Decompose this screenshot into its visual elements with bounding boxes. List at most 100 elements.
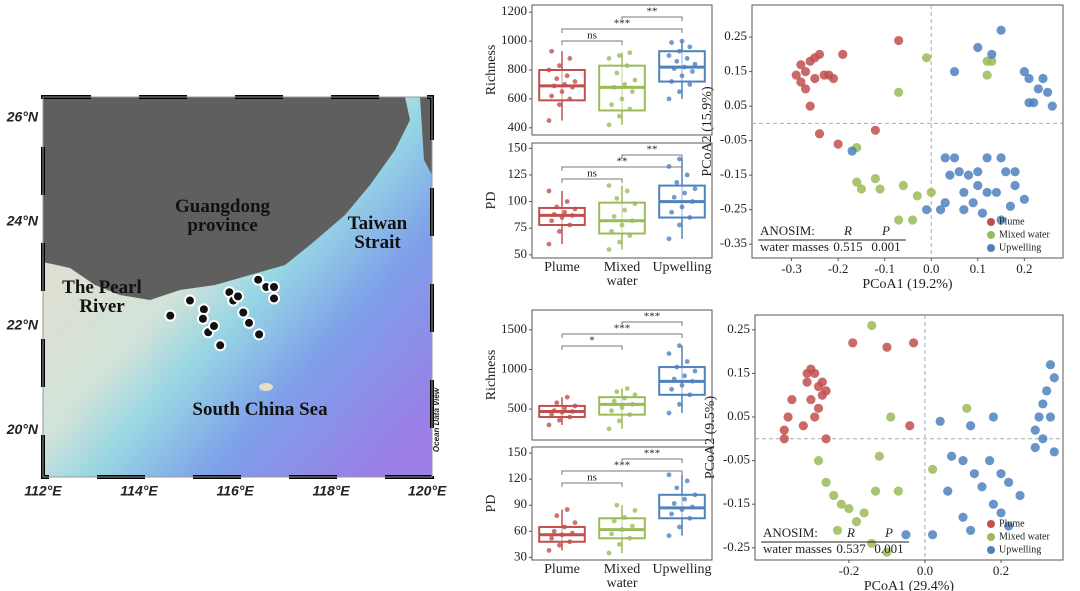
map-label-box: South China Sea [192, 400, 328, 420]
point [666, 410, 672, 416]
point [800, 84, 811, 94]
y-tick-label: 120 [508, 470, 528, 485]
point [1038, 434, 1048, 444]
point [666, 164, 672, 169]
point [671, 501, 677, 506]
point [674, 485, 680, 491]
point [966, 421, 976, 431]
point [847, 146, 857, 156]
point [973, 167, 983, 177]
y-tick-label: 1000 [501, 360, 527, 375]
point [632, 201, 638, 207]
anosim-value: 0.537 [836, 541, 866, 556]
point [674, 58, 680, 64]
anosim-column: R [846, 525, 855, 540]
point [669, 386, 674, 392]
point [570, 213, 575, 218]
reef [259, 383, 273, 391]
point [1004, 521, 1014, 531]
point [806, 394, 816, 405]
legend-label: Mixed water [999, 531, 1050, 542]
point [1010, 180, 1020, 191]
point [567, 414, 573, 420]
point [666, 472, 672, 478]
point [810, 73, 820, 84]
y-tick-label: 0.05 [727, 408, 750, 423]
y-tick-label: 26°N [6, 109, 39, 125]
point [687, 515, 693, 521]
point [679, 73, 685, 79]
point [1034, 412, 1044, 422]
point [570, 409, 575, 414]
anosim-row: water masses [760, 239, 829, 254]
point [554, 513, 560, 519]
bracket [561, 178, 623, 183]
point [787, 394, 797, 405]
legend-marker [987, 244, 995, 252]
map-label-box: Taiwan Strait [348, 214, 408, 252]
point [1030, 425, 1040, 435]
point [677, 401, 682, 407]
x-tick-label: Mixed water [603, 563, 641, 591]
point [682, 64, 687, 70]
x-tick-label: -0.1 [874, 261, 895, 276]
point [549, 535, 554, 541]
point [632, 392, 638, 398]
point [977, 208, 988, 218]
point [991, 187, 1002, 198]
point [606, 550, 612, 556]
point [935, 205, 946, 215]
point [882, 342, 892, 352]
point [1043, 87, 1053, 97]
point [677, 48, 682, 54]
point [1019, 194, 1029, 204]
legend-marker [987, 546, 995, 554]
map-label-box: The Pearl River [62, 278, 142, 316]
point [682, 190, 687, 196]
y-tick-label: 1200 [501, 3, 527, 18]
point [677, 89, 682, 95]
legend-marker [987, 533, 995, 541]
point [677, 222, 682, 228]
point [669, 209, 674, 215]
point [996, 25, 1006, 35]
point [692, 368, 698, 374]
point [882, 547, 892, 557]
point [622, 515, 627, 520]
point [796, 60, 806, 70]
box [598, 201, 646, 235]
point [557, 417, 562, 423]
point [570, 530, 575, 536]
significance: ns [587, 168, 597, 180]
point [669, 511, 674, 517]
point [606, 426, 612, 432]
point [832, 525, 843, 535]
point [606, 183, 612, 188]
point [690, 504, 695, 510]
significance: ** [647, 6, 658, 18]
point [567, 96, 573, 102]
point [798, 421, 808, 431]
x-tick-label: Upwelling [652, 261, 712, 275]
point [946, 451, 957, 461]
station [243, 316, 256, 329]
point [963, 170, 974, 180]
point [674, 179, 680, 185]
point [1049, 447, 1059, 457]
panel-frame [531, 142, 713, 259]
point [627, 412, 633, 418]
station [237, 306, 250, 319]
anosim-column: P [884, 525, 893, 540]
point [617, 239, 622, 245]
map-label: South China Sea [192, 400, 328, 420]
significance: * [589, 335, 595, 347]
point [821, 477, 831, 488]
point [813, 403, 824, 413]
point [687, 44, 693, 50]
y-axis-label: PCoA2 (9.5%) [703, 396, 718, 480]
y-tick-label: 0.15 [724, 63, 747, 78]
point [901, 530, 911, 540]
point [802, 368, 812, 379]
point [572, 206, 578, 212]
point [679, 382, 685, 388]
